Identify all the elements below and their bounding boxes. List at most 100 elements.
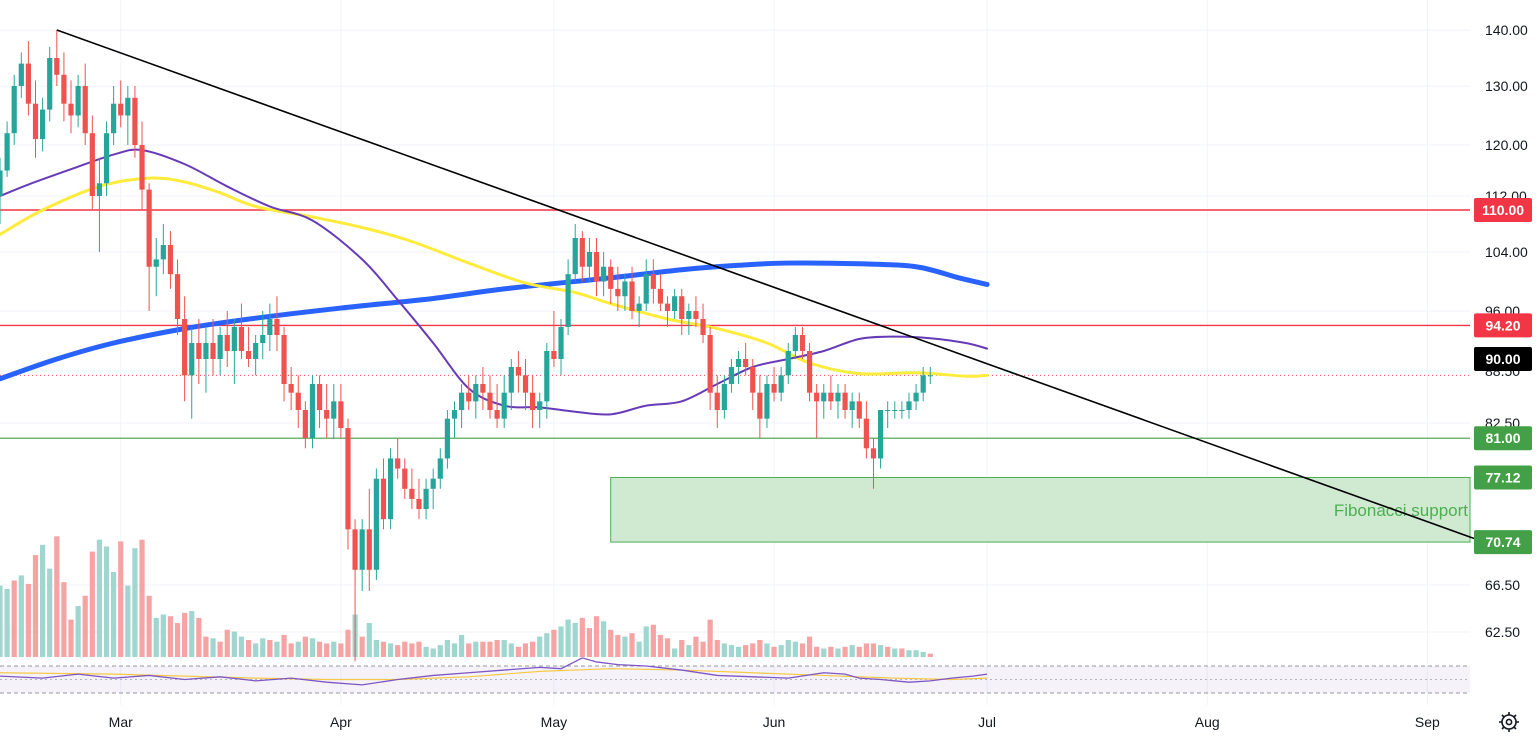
candle xyxy=(160,224,166,275)
volume-bar xyxy=(494,640,500,657)
candle xyxy=(167,231,174,289)
y-tick-label: 66.50 xyxy=(1485,577,1520,593)
volume-bar xyxy=(601,621,607,657)
candle xyxy=(103,121,110,196)
candle-body xyxy=(870,448,877,459)
volume-bar xyxy=(920,651,926,657)
candle-body xyxy=(487,392,493,410)
candle-body xyxy=(920,375,926,393)
candle xyxy=(508,359,514,410)
candle-body xyxy=(601,266,607,282)
candle xyxy=(18,52,24,98)
candle-body xyxy=(89,133,95,196)
candle xyxy=(579,231,585,282)
volume-bar xyxy=(764,643,770,657)
volume-bar xyxy=(849,645,855,657)
moving-average-line xyxy=(0,148,989,416)
fibonacci-zone-rect xyxy=(610,476,1471,543)
candle xyxy=(0,157,3,224)
volume-bar xyxy=(615,634,621,657)
volume-bar xyxy=(182,612,188,657)
candle xyxy=(61,52,67,122)
candle-body xyxy=(196,343,202,359)
candle xyxy=(146,183,152,311)
candle-body xyxy=(267,319,273,335)
candle xyxy=(89,115,95,210)
candle xyxy=(821,384,827,419)
candle xyxy=(664,296,671,327)
candle xyxy=(125,86,131,145)
candle xyxy=(260,311,266,359)
candle xyxy=(530,375,536,429)
candle xyxy=(316,375,323,429)
candle-body xyxy=(359,529,365,570)
rsi-pane xyxy=(0,657,1470,694)
candle-body xyxy=(750,367,756,393)
volume-bar xyxy=(224,629,230,657)
volume-bar xyxy=(870,643,877,657)
price-tag-label: 70.74 xyxy=(1485,534,1520,550)
gear-icon[interactable] xyxy=(1499,712,1519,732)
candle-body xyxy=(735,359,742,367)
volume-bar xyxy=(544,633,550,657)
candle xyxy=(572,224,578,282)
candle-body xyxy=(743,359,749,367)
candle-body xyxy=(182,319,188,376)
volume-bar xyxy=(373,640,379,657)
candle xyxy=(210,319,216,376)
candle-body xyxy=(331,401,337,419)
volume-bar xyxy=(366,623,372,657)
candle-body xyxy=(18,63,24,86)
candle xyxy=(842,384,848,419)
candle xyxy=(309,375,316,449)
candle xyxy=(700,303,706,343)
y-tick-label: 140.00 xyxy=(1485,22,1528,38)
candle xyxy=(189,327,195,419)
volume-bar xyxy=(89,551,95,657)
volume-bar xyxy=(750,643,756,657)
x-tick-label: Aug xyxy=(1195,714,1220,730)
candle-body xyxy=(444,418,450,459)
candle-body xyxy=(203,343,209,359)
volume-bar xyxy=(728,645,735,657)
volume-bars xyxy=(0,536,933,657)
volume-bar xyxy=(757,640,763,657)
volume-bar xyxy=(139,539,145,657)
y-tick-label: 62.50 xyxy=(1485,624,1520,640)
candle xyxy=(217,327,223,376)
volume-bar xyxy=(693,636,699,657)
volume-bar xyxy=(558,626,564,657)
candle-body xyxy=(231,327,237,351)
candle-body xyxy=(927,375,933,377)
candle-body xyxy=(636,303,642,311)
trendline-group xyxy=(56,29,1485,543)
volume-bar xyxy=(217,641,223,657)
candle-body xyxy=(111,103,117,134)
time-axis[interactable]: Mar Apr May Jun Jul Aug Sep xyxy=(109,714,1440,730)
candle-body xyxy=(892,410,898,411)
candle xyxy=(331,384,337,439)
candle xyxy=(835,384,841,419)
volume-bar xyxy=(792,641,798,657)
candle xyxy=(302,401,308,449)
volume-bar xyxy=(345,629,351,657)
volume-bar xyxy=(572,623,578,657)
volume-bar xyxy=(103,546,110,657)
candle xyxy=(430,468,436,510)
candle xyxy=(182,296,188,402)
candle xyxy=(366,488,372,591)
candle-body xyxy=(551,351,557,359)
volume-bar xyxy=(530,641,536,657)
volume-bar xyxy=(309,638,316,657)
candle xyxy=(615,266,621,311)
candle-body xyxy=(650,274,656,289)
y-tick-label: 104.00 xyxy=(1485,244,1528,260)
candle xyxy=(281,327,287,402)
candle xyxy=(423,478,429,520)
candle xyxy=(387,448,394,530)
volume-bar xyxy=(444,640,450,657)
candle xyxy=(11,74,17,145)
price-level-lines xyxy=(0,209,1470,439)
volume-bar xyxy=(636,641,642,657)
